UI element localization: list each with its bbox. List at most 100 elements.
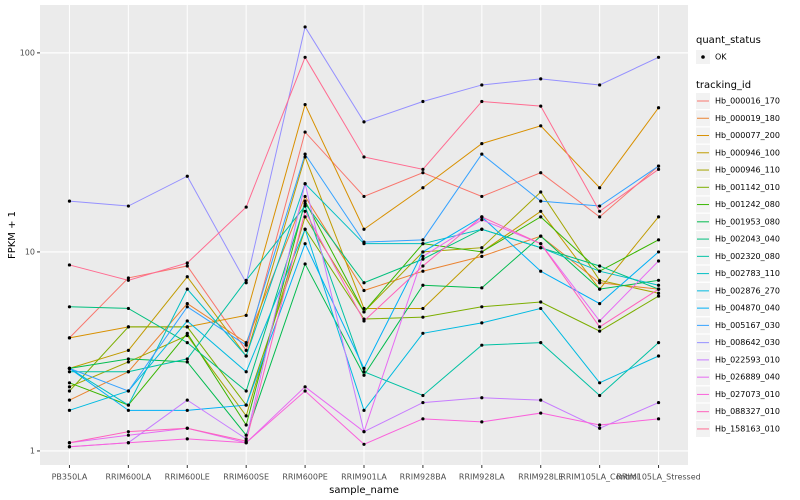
- data-point: [67, 305, 72, 309]
- data-point: [303, 215, 307, 219]
- data-point: [244, 433, 248, 437]
- data-point: [539, 199, 543, 203]
- data-point: [598, 329, 602, 333]
- legend-label: Hb_005167_030: [715, 321, 780, 330]
- x-tick-label: RRIM600SE: [223, 473, 269, 482]
- data-point: [126, 348, 130, 353]
- data-point: [598, 186, 602, 190]
- x-tick-label: RRIM901LA: [341, 473, 387, 482]
- data-point: [362, 288, 366, 293]
- data-point: [539, 300, 543, 304]
- data-point: [362, 155, 366, 159]
- data-point: [303, 389, 307, 393]
- data-point: [362, 240, 366, 244]
- data-point: [67, 398, 72, 402]
- data-point: [244, 278, 248, 282]
- data-point: [421, 269, 425, 273]
- data-point: [67, 370, 72, 374]
- data-point: [421, 283, 425, 287]
- data-point: [303, 227, 307, 231]
- legend-label: Hb_000946_110: [715, 166, 780, 175]
- data-point: [480, 286, 484, 290]
- data-point: [539, 306, 543, 311]
- data-point: [362, 366, 366, 370]
- data-point: [303, 130, 307, 134]
- legend-label: Hb_002876_270: [715, 286, 780, 295]
- data-point: [480, 218, 484, 222]
- data-point: [126, 370, 130, 374]
- data-point: [421, 331, 425, 335]
- data-point: [303, 182, 307, 186]
- data-point: [656, 291, 661, 295]
- legend-label: Hb_022593_010: [715, 355, 780, 364]
- data-point: [185, 305, 189, 309]
- data-point: [421, 264, 425, 268]
- data-point: [303, 199, 307, 203]
- data-point: [244, 343, 248, 347]
- x-tick-label: RRIM105LA_Control: [560, 473, 639, 482]
- legend-label: Hb_001142_010: [715, 183, 780, 192]
- data-point: [539, 190, 543, 194]
- data-point: [303, 262, 307, 266]
- data-point: [303, 385, 307, 389]
- data-point: [303, 155, 307, 159]
- legend-label: Hb_027073_010: [715, 390, 780, 399]
- data-point: [480, 420, 484, 424]
- data-point: [598, 215, 602, 219]
- data-point: [539, 246, 543, 250]
- data-point: [480, 227, 484, 231]
- data-point: [126, 403, 130, 407]
- data-point: [421, 250, 425, 254]
- data-point: [656, 250, 661, 254]
- x-tick-label: RRIM600LA: [105, 473, 151, 482]
- y-tick-label: 1: [30, 446, 35, 455]
- data-point: [421, 257, 425, 261]
- data-point: [126, 357, 130, 361]
- data-point: [656, 278, 661, 282]
- legend-label: Hb_002783_110: [715, 269, 780, 278]
- data-point: [244, 414, 248, 418]
- data-point: [126, 441, 130, 445]
- data-point: [244, 354, 248, 358]
- data-point: [185, 398, 189, 402]
- data-point: [362, 281, 366, 285]
- data-point: [598, 83, 602, 87]
- data-point: [598, 269, 602, 273]
- data-point: [421, 306, 425, 311]
- data-point: [539, 242, 543, 246]
- data-point: [598, 287, 602, 291]
- data-point: [362, 430, 366, 434]
- data-point: [185, 360, 189, 364]
- data-point: [185, 426, 189, 430]
- data-point: [67, 381, 72, 385]
- x-tick-label: RRIM928BA: [400, 473, 447, 482]
- data-point: [480, 250, 484, 254]
- data-point: [656, 167, 661, 171]
- data-point: [539, 398, 543, 402]
- data-point: [480, 321, 484, 325]
- data-point: [656, 417, 661, 421]
- data-point: [539, 341, 543, 345]
- data-point: [480, 142, 484, 146]
- data-point: [598, 325, 602, 329]
- data-point: [598, 281, 602, 285]
- data-point: [303, 152, 307, 156]
- data-point: [480, 99, 484, 104]
- data-point: [244, 313, 248, 317]
- data-point: [480, 305, 484, 309]
- data-point: [421, 242, 425, 246]
- data-point: [185, 333, 189, 338]
- data-point: [303, 194, 307, 199]
- x-tick-label: RRIM600LE: [165, 473, 210, 482]
- data-point: [362, 408, 366, 412]
- data-point: [656, 164, 661, 168]
- data-point: [126, 204, 130, 208]
- data-point: [421, 238, 425, 242]
- data-point: [185, 319, 189, 323]
- data-point: [598, 301, 602, 306]
- legend-label: Hb_004870_040: [715, 304, 780, 313]
- legend-label: Hb_000016_170: [715, 97, 780, 106]
- data-point: [126, 433, 130, 437]
- data-point: [67, 263, 72, 267]
